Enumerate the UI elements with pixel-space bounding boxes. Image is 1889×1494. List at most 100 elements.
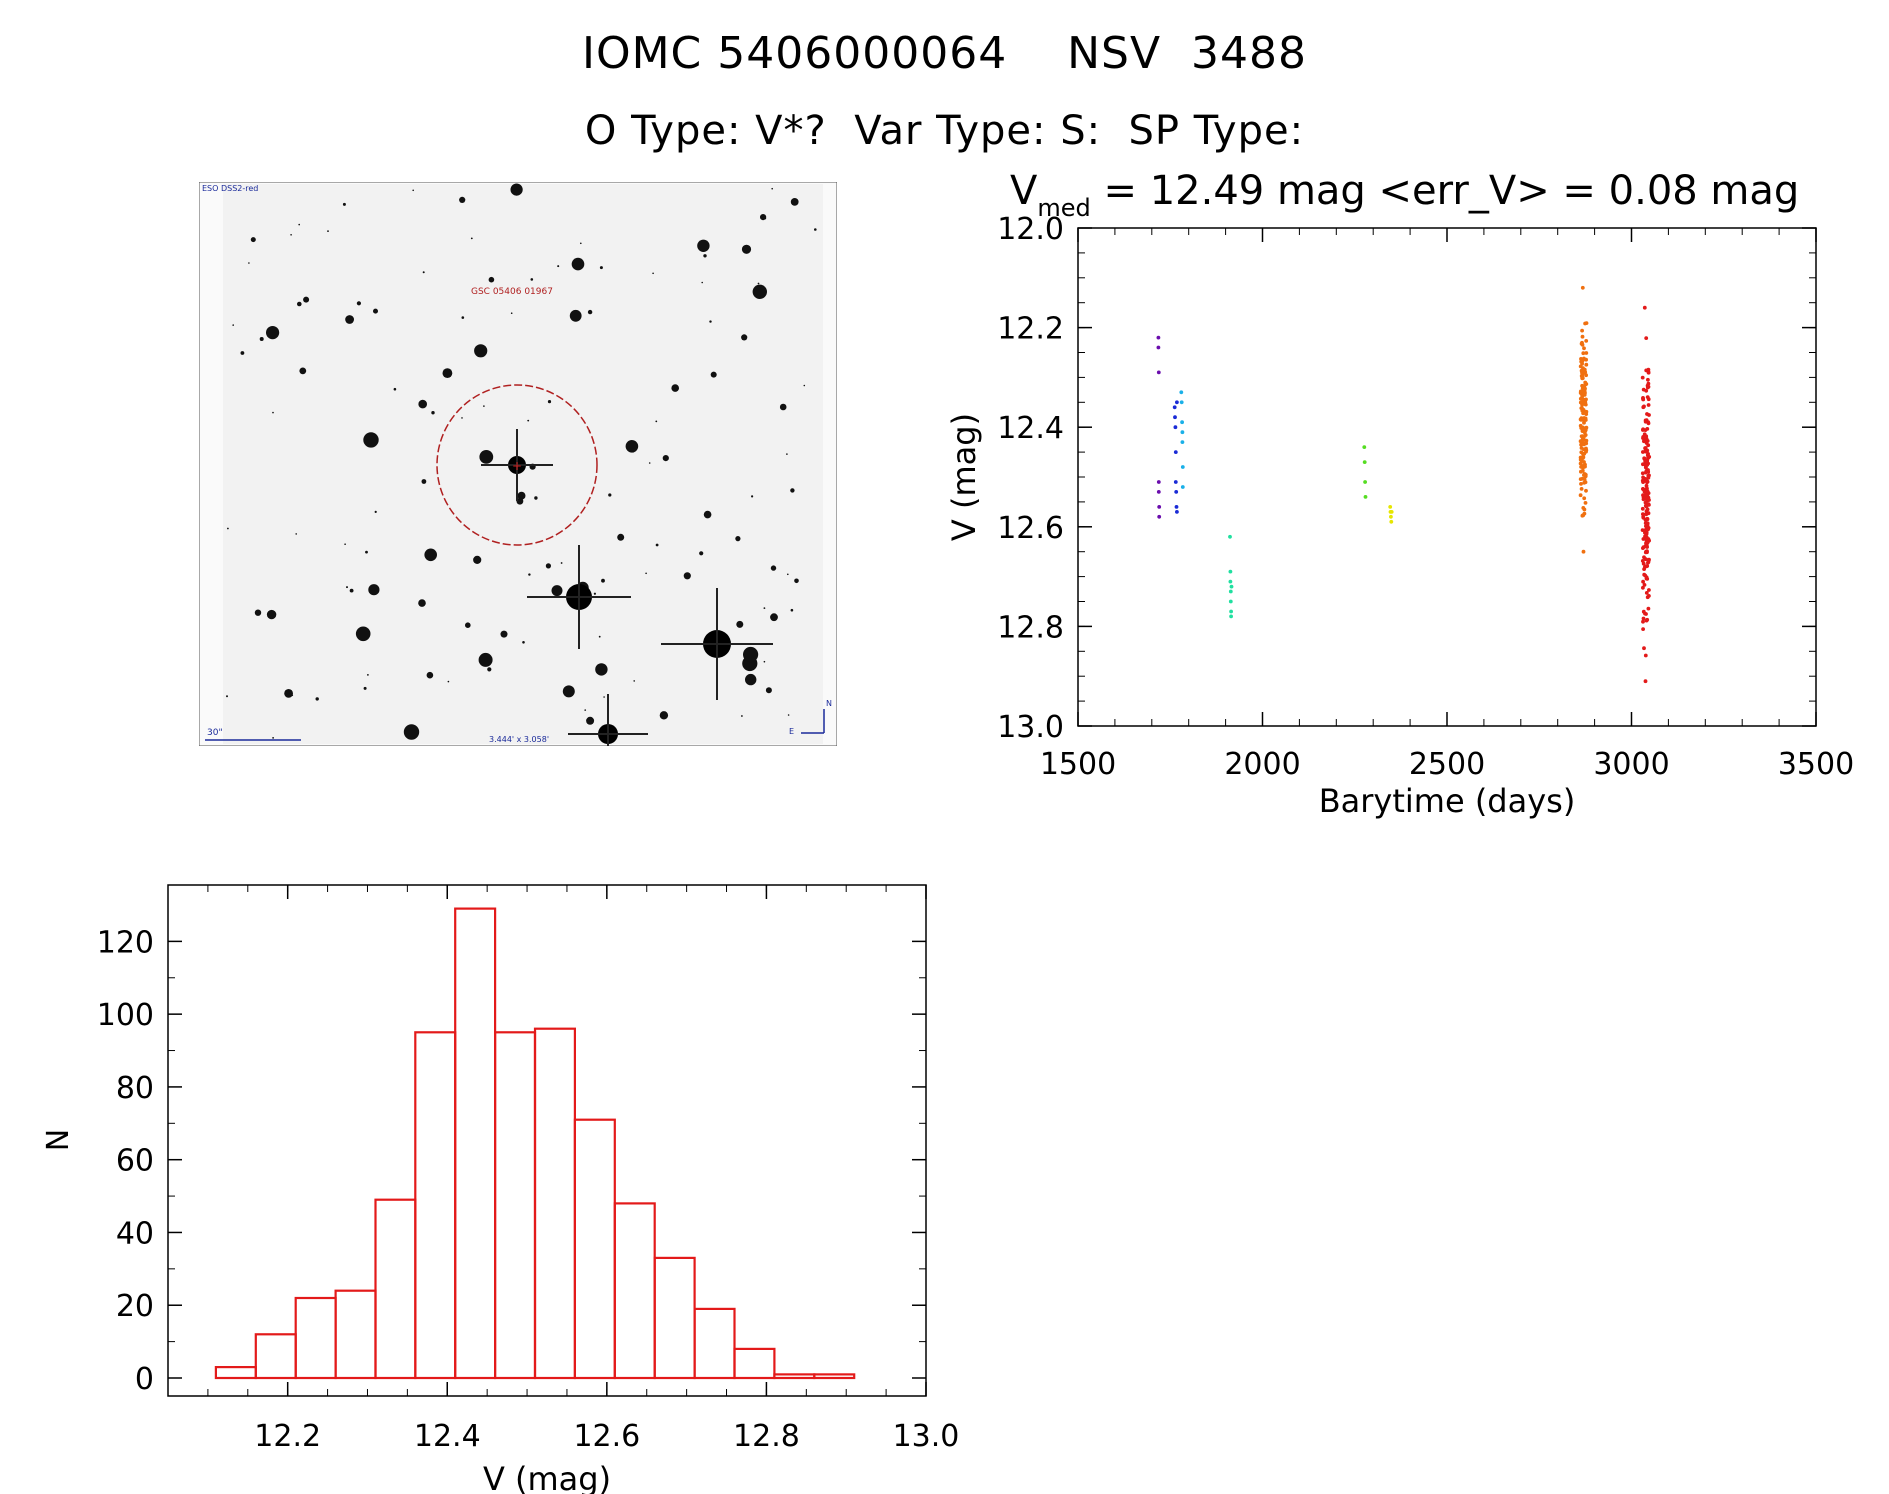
lc-point: [1645, 577, 1650, 581]
background-star: [697, 239, 710, 252]
background-star: [254, 609, 262, 616]
background-star: [790, 488, 795, 493]
lc-point: [1584, 362, 1589, 367]
background-star: [770, 613, 778, 622]
lc-point: [1647, 594, 1651, 598]
background-star: [655, 543, 659, 547]
background-star: [510, 312, 513, 314]
lc-point: [1584, 321, 1589, 325]
background-star: [303, 296, 310, 303]
lc-point: [1582, 473, 1586, 477]
background-star: [770, 565, 777, 571]
lc-point: [1643, 428, 1648, 432]
lc-point: [1581, 391, 1586, 396]
hist-x-tick-label: 12.2: [254, 1419, 321, 1454]
lc-point: [1643, 419, 1648, 424]
background-star: [787, 714, 790, 716]
background-star: [771, 187, 773, 190]
background-star: [500, 630, 508, 638]
scale-label: 30": [207, 728, 223, 738]
lc-point: [1643, 544, 1648, 548]
background-star: [368, 584, 380, 596]
lc-point: [1641, 397, 1646, 402]
lc-point: [1582, 496, 1587, 501]
lc-point: [1641, 619, 1645, 624]
lc-x-tick-label: 2000: [1224, 747, 1300, 782]
background-star: [479, 450, 494, 464]
lc-point: [1584, 357, 1588, 362]
lc-point: [1583, 480, 1588, 485]
lc-title-rest: = 12.49 mag <err_V> = 0.08 mag: [1091, 168, 1800, 214]
lc-point: [1228, 569, 1233, 574]
lc-point: [1582, 346, 1586, 351]
lc-point: [1175, 400, 1179, 405]
lc-point: [1644, 336, 1649, 340]
lc-point: [1647, 588, 1651, 592]
lc-point: [1581, 351, 1586, 356]
hist-bar: [533, 1027, 577, 1380]
lc-point: [1389, 519, 1394, 524]
lc-point: [1643, 536, 1648, 541]
lc-point: [1580, 374, 1585, 379]
background-star: [517, 491, 526, 500]
background-star: [683, 572, 691, 580]
lc-point: [1228, 534, 1232, 539]
background-star: [250, 237, 256, 243]
fov-label: 3.444' x 3.058': [489, 735, 549, 744]
lc-point: [1642, 404, 1646, 409]
background-star: [587, 309, 593, 315]
lc-point: [1645, 541, 1649, 545]
target-circle: [436, 384, 598, 546]
background-star: [648, 462, 651, 464]
background-star: [662, 455, 669, 462]
background-star: [779, 403, 787, 411]
lc-point: [1643, 653, 1648, 658]
lc-point: [1179, 400, 1184, 405]
background-star: [745, 673, 757, 686]
background-star: [760, 214, 767, 221]
background-star: [625, 440, 639, 453]
background-star: [424, 548, 437, 562]
lc-point: [1642, 439, 1646, 444]
lc-point: [1583, 382, 1588, 387]
background-star: [741, 334, 748, 341]
lc-point: [1581, 366, 1585, 370]
background-star: [701, 281, 703, 284]
lc-point: [1389, 510, 1394, 514]
lc-point: [1646, 377, 1650, 382]
lc-point: [1157, 514, 1162, 519]
target-cross: +: [512, 459, 522, 473]
background-star: [374, 510, 377, 513]
background-star: [741, 244, 752, 254]
background-star: [461, 316, 465, 319]
lc-point: [1583, 427, 1588, 432]
background-star: [763, 607, 766, 609]
background-star: [741, 715, 743, 717]
lc-point: [1647, 455, 1652, 459]
background-star: [393, 387, 397, 391]
background-star: [295, 533, 297, 535]
lc-point: [1583, 418, 1588, 422]
lc-point: [1582, 370, 1587, 375]
background-star: [743, 646, 759, 663]
lc-point: [1580, 328, 1584, 333]
lc-point: [1642, 567, 1646, 571]
background-star: [272, 411, 274, 414]
lc-point: [1580, 340, 1584, 345]
lc-point: [1578, 400, 1583, 405]
background-star: [426, 671, 434, 679]
lc-point: [1156, 490, 1161, 494]
lc-point: [1157, 505, 1162, 509]
finder-chart-image: + ESO DSS2-red GSC 05406 01967 30" 3.444…: [199, 182, 837, 746]
background-star: [709, 320, 712, 323]
background-star: [790, 608, 794, 612]
lc-point: [1582, 401, 1587, 406]
lc-point: [1640, 471, 1645, 476]
compass-east-label: E: [789, 727, 794, 736]
lc-point: [1579, 416, 1584, 420]
background-star: [603, 696, 605, 698]
lc-point: [1643, 493, 1648, 497]
background-star: [367, 674, 369, 676]
lc-point: [1174, 505, 1179, 509]
background-star: [814, 228, 817, 231]
